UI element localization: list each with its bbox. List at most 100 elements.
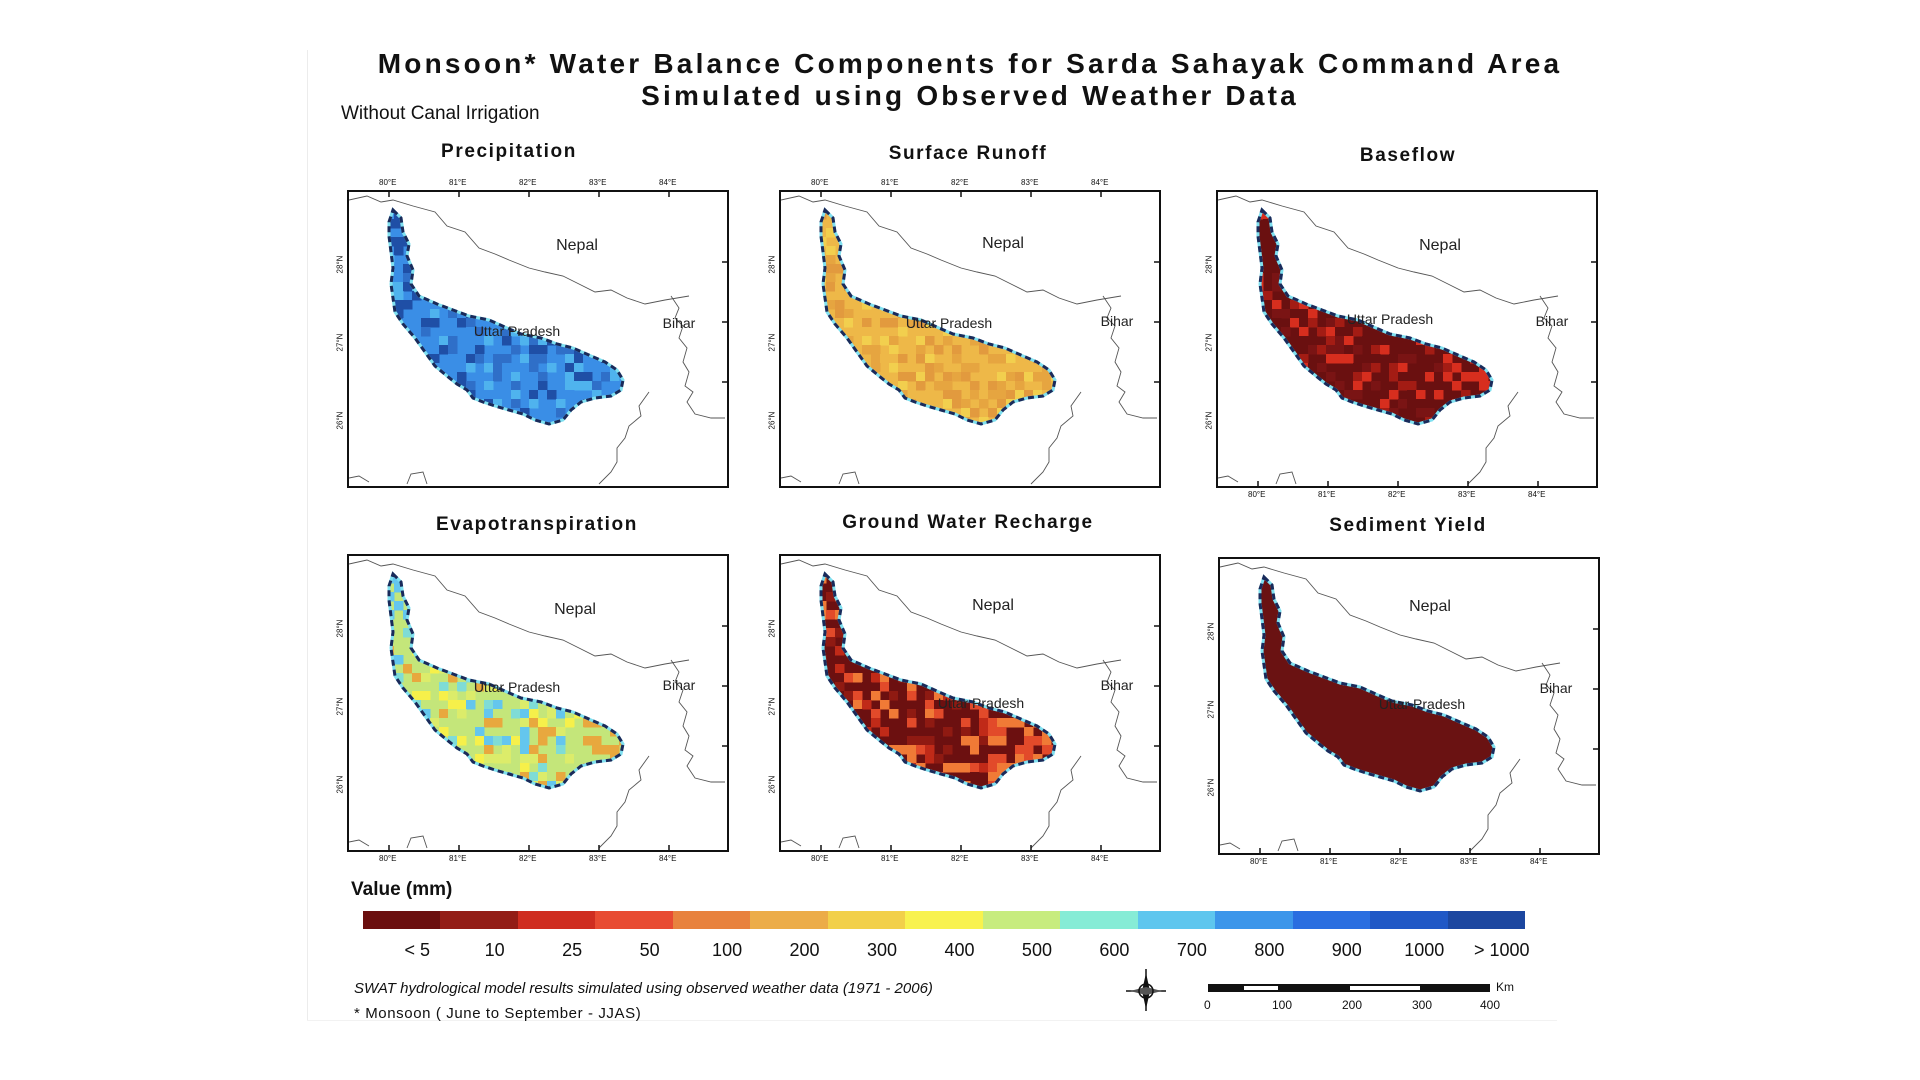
panel-title-evapotranspiration: Evapotranspiration — [436, 514, 638, 535]
frame-rule-bottom — [307, 1020, 1557, 1021]
place-label-nepal: Nepal — [972, 597, 1014, 614]
legend-swatch — [905, 911, 983, 929]
scale-label: 300 — [1412, 998, 1433, 1012]
lat-tick-label: 26°N — [767, 775, 777, 794]
lat-tick-label: 27°N — [1206, 700, 1216, 719]
lon-tick-label: 82°E — [951, 178, 969, 187]
footnote-model: SWAT hydrological model results simulate… — [354, 980, 933, 997]
place-label-bihar: Bihar — [1101, 313, 1134, 329]
admin-boundary — [1030, 391, 1082, 485]
lon-tick-label: 81°E — [449, 178, 467, 187]
lon-tick-label: 82°E — [951, 854, 969, 863]
admin-boundary — [349, 471, 428, 485]
admin-boundary — [1467, 391, 1519, 485]
admin-boundary — [1218, 195, 1559, 305]
command-area-outline-dash — [387, 571, 625, 790]
admin-boundary — [598, 755, 650, 849]
scale-label: 100 — [1272, 998, 1293, 1012]
place-label-up: Uttar Pradesh — [474, 323, 560, 339]
lon-tick-label: 83°E — [589, 178, 607, 187]
legend-label: 500 — [1021, 940, 1052, 960]
legend-swatch — [672, 911, 751, 929]
lat-tick-label: 26°N — [1204, 411, 1214, 430]
command-area-outline-dash — [819, 571, 1057, 790]
lon-tick-label: 83°E — [1460, 857, 1478, 866]
lat-tick-label: 27°N — [335, 697, 345, 716]
lon-tick-label: 82°E — [1390, 857, 1408, 866]
legend-label: 200 — [789, 940, 820, 960]
lat-tick-label: 26°N — [767, 411, 777, 430]
admin-boundary — [349, 835, 428, 849]
lon-tick-label: 84°E — [1530, 857, 1548, 866]
legend-label: 50 — [639, 940, 660, 960]
main-title-line1: Monsoon* Water Balance Components for Sa… — [377, 48, 1563, 79]
admin-boundary — [1102, 659, 1157, 783]
place-label-nepal: Nepal — [982, 235, 1024, 252]
legend-label: 100 — [712, 940, 743, 960]
lon-tick-label: 83°E — [589, 854, 607, 863]
place-label-bihar: Bihar — [663, 315, 696, 331]
scale-bar — [1208, 982, 1498, 1001]
lat-tick-label: 27°N — [335, 333, 345, 352]
command-area-outline-dash — [819, 207, 1057, 426]
admin-boundary — [670, 659, 725, 783]
admin-boundary — [781, 471, 860, 485]
legend-swatch — [750, 911, 828, 929]
command-area-outline-dash — [387, 207, 625, 426]
lat-tick-label: 27°N — [767, 697, 777, 716]
lat-tick-label: 27°N — [1204, 333, 1214, 352]
map-panel-ground-water-recharge: Nepal Uttar Pradesh Bihar — [779, 554, 1161, 852]
lon-tick-label: 84°E — [659, 854, 677, 863]
lon-tick-label: 84°E — [1091, 854, 1109, 863]
lon-tick-label: 83°E — [1021, 854, 1039, 863]
lon-tick-label: 80°E — [379, 854, 397, 863]
legend-label: 700 — [1176, 940, 1207, 960]
legend-swatch — [1292, 911, 1371, 929]
place-label-up: Uttar Pradesh — [938, 695, 1024, 711]
lon-tick-label: 83°E — [1458, 490, 1476, 499]
legend-label: 600 — [1099, 940, 1130, 960]
admin-boundary — [670, 295, 725, 419]
lon-tick-label: 80°E — [811, 178, 829, 187]
lon-tick-label: 80°E — [811, 854, 829, 863]
main-title-line2: Simulated using Observed Weather Data — [641, 80, 1299, 111]
admin-boundary — [1541, 662, 1596, 786]
panel-title-precipitation: Precipitation — [441, 141, 577, 162]
map-panel-surface-runoff: Nepal Uttar Pradesh Bihar — [779, 190, 1161, 488]
place-label-nepal: Nepal — [1419, 237, 1461, 254]
place-label-bihar: Bihar — [663, 677, 696, 693]
admin-boundary — [349, 559, 690, 669]
place-label-nepal: Nepal — [554, 601, 596, 618]
footnote-monsoon: * Monsoon ( June to September - JJAS) — [354, 1005, 642, 1022]
lat-tick-label: 28°N — [1204, 255, 1214, 274]
admin-boundary — [1539, 295, 1594, 419]
lon-tick-label: 84°E — [1528, 490, 1546, 499]
lon-tick-label: 81°E — [449, 854, 467, 863]
lon-tick-label: 80°E — [1250, 857, 1268, 866]
map-panel-sediment-yield: Nepal Uttar Pradesh Bihar — [1218, 557, 1600, 855]
scale-unit: Km — [1496, 980, 1514, 994]
lat-tick-label: 27°N — [767, 333, 777, 352]
lon-tick-label: 80°E — [1248, 490, 1266, 499]
lon-tick-label: 81°E — [881, 854, 899, 863]
scale-label: 400 — [1480, 998, 1501, 1012]
legend-label: 10 — [484, 940, 505, 960]
lat-tick-label: 28°N — [1206, 622, 1216, 641]
legend-swatch — [1370, 911, 1448, 929]
lon-tick-label: 82°E — [519, 178, 537, 187]
lon-tick-label: 81°E — [881, 178, 899, 187]
panel-title-surface-runoff: Surface Runoff — [888, 143, 1048, 164]
place-label-up: Uttar Pradesh — [1379, 696, 1465, 712]
legend-swatch — [1215, 911, 1293, 929]
frame-rule — [307, 50, 308, 1020]
lat-tick-label: 28°N — [335, 255, 345, 274]
legend-label: 1000 — [1404, 940, 1445, 960]
lat-tick-label: 28°N — [767, 619, 777, 638]
admin-boundary — [349, 195, 690, 305]
lon-tick-label: 81°E — [1320, 857, 1338, 866]
lon-tick-label: 84°E — [659, 178, 677, 187]
north-arrow-icon — [1124, 967, 1168, 1018]
legend-title: Value (mm) — [351, 879, 453, 900]
map-panel-baseflow: Nepal Uttar Pradesh Bihar — [1216, 190, 1598, 488]
place-label-up: Uttar Pradesh — [906, 315, 992, 331]
